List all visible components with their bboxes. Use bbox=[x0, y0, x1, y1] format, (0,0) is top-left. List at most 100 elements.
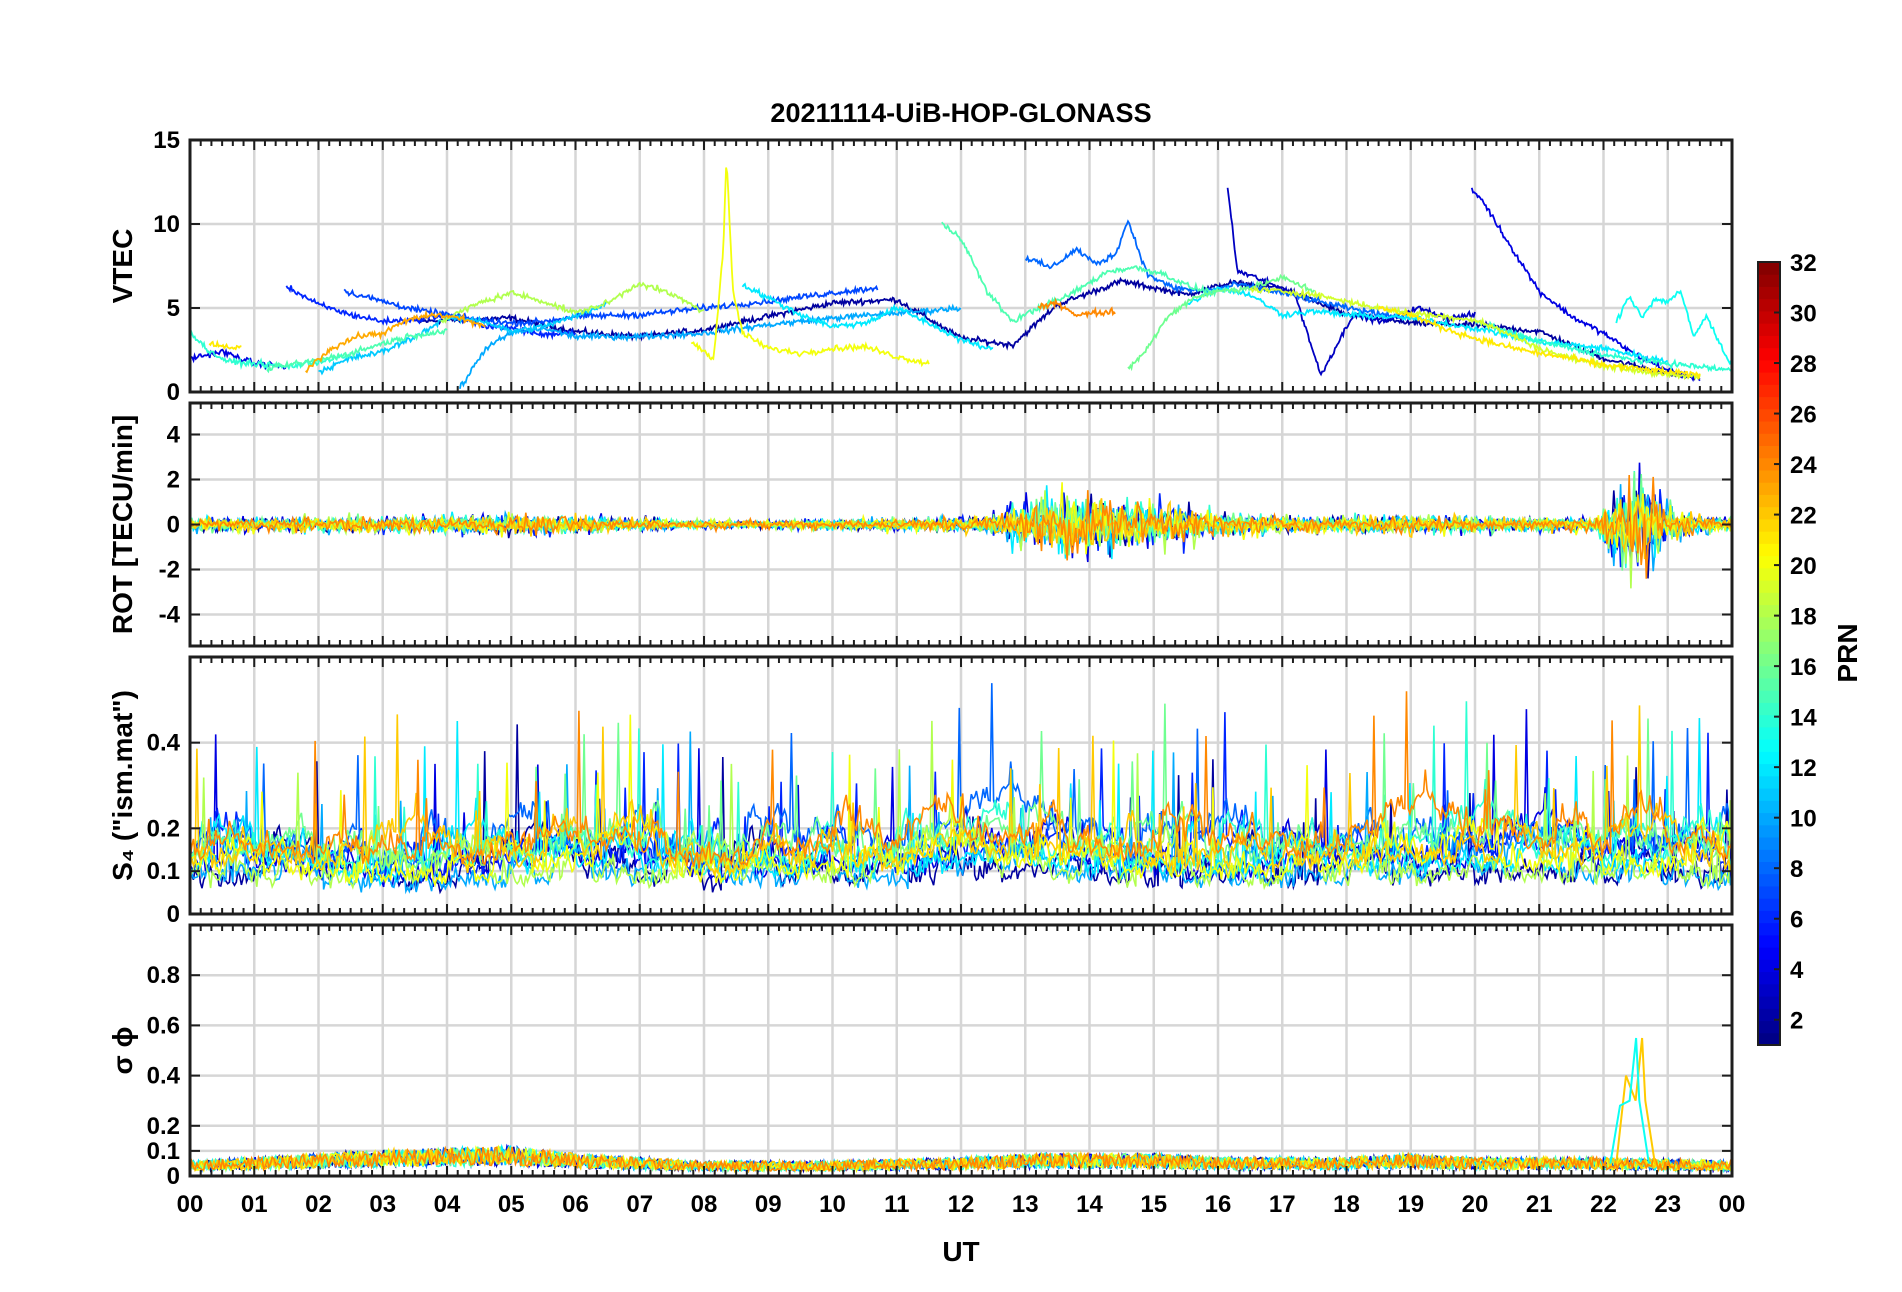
x-tick-label: 21 bbox=[1526, 1191, 1553, 1218]
x-tick-label: 02 bbox=[305, 1191, 332, 1218]
colorbar-swatch bbox=[1758, 531, 1780, 544]
colorbar-swatch bbox=[1758, 310, 1780, 324]
x-tick-label: 18 bbox=[1333, 1191, 1360, 1218]
colorbar-swatch bbox=[1758, 580, 1780, 593]
colorbar-swatch bbox=[1758, 861, 1780, 875]
s4-y-tick-label: 0.4 bbox=[147, 730, 181, 757]
colorbar-swatch bbox=[1758, 910, 1780, 924]
colorbar-swatch bbox=[1758, 1020, 1780, 1034]
s4-y-tick-label: 0.2 bbox=[147, 815, 180, 842]
rot-series-group bbox=[190, 462, 1732, 589]
colorbar-swatch bbox=[1758, 396, 1780, 410]
x-tick-label: 00 bbox=[177, 1191, 204, 1218]
vtec-series-prn-20 bbox=[691, 167, 930, 368]
vtec-series-prn-24 bbox=[1037, 297, 1116, 320]
vtec-y-tick-label: 15 bbox=[153, 127, 180, 154]
vtec-series-prn-15 bbox=[941, 221, 1219, 323]
x-tick-label: 08 bbox=[691, 1191, 718, 1218]
vtec-y-tick-label: 10 bbox=[153, 211, 180, 238]
colorbar-swatch bbox=[1758, 641, 1780, 654]
colorbar-tick-label: 2 bbox=[1790, 1008, 1803, 1035]
vtec-series-prn-13 bbox=[1615, 289, 1732, 370]
colorbar-tick-label: 32 bbox=[1790, 250, 1817, 277]
colorbar-swatch bbox=[1758, 898, 1780, 911]
colorbar-swatch bbox=[1758, 873, 1780, 887]
colorbar-swatch bbox=[1758, 567, 1780, 581]
sigma_phi-y-tick-label: 0.8 bbox=[147, 962, 180, 989]
vtec-series-prn-12 bbox=[1185, 284, 1668, 364]
colorbar-swatch bbox=[1758, 665, 1780, 679]
s4-series-prn-24 bbox=[190, 691, 1732, 869]
colorbar-swatch bbox=[1758, 433, 1780, 447]
colorbar-swatch bbox=[1758, 506, 1780, 520]
colorbar-label: PRN bbox=[1832, 623, 1863, 682]
colorbar-tick-label: 18 bbox=[1790, 604, 1817, 631]
colorbar-swatch bbox=[1758, 335, 1780, 349]
x-tick-label: 06 bbox=[562, 1191, 589, 1218]
colorbar-swatch bbox=[1758, 996, 1780, 1009]
sigma_phi-y-axis-label: σ ϕ bbox=[107, 1027, 138, 1075]
colorbar-swatch bbox=[1758, 518, 1780, 532]
colorbar-swatch bbox=[1758, 555, 1780, 569]
panel-rot: -4 -2 0 2 4 ROT [TECU/min] bbox=[107, 401, 1734, 648]
rot-y-tick-label: 0 bbox=[167, 512, 180, 539]
sigma_phi-y-tick-label: 0.2 bbox=[147, 1113, 180, 1140]
vtec-series-prn-19 bbox=[1249, 285, 1701, 381]
colorbar-swatch bbox=[1758, 677, 1780, 691]
sigma_phi-y-tick-label: 0.4 bbox=[147, 1063, 181, 1090]
colorbar-swatch bbox=[1758, 763, 1780, 777]
rot-y-tick-label: 2 bbox=[167, 467, 180, 494]
x-tick-label: 13 bbox=[1012, 1191, 1039, 1218]
vtec-series-prn-2 bbox=[414, 276, 1701, 381]
colorbar-tick-label: 16 bbox=[1790, 654, 1817, 681]
colorbar-tick-label: 12 bbox=[1790, 755, 1817, 782]
s4-y-tick-label: 0.1 bbox=[147, 858, 180, 885]
sigma_phi-y-tick-label: 0.6 bbox=[147, 1012, 180, 1039]
colorbar-swatch bbox=[1758, 824, 1780, 838]
rot-y-tick-label: -2 bbox=[159, 557, 180, 584]
vtec-y-tick-label: 5 bbox=[167, 295, 180, 322]
colorbar-swatch bbox=[1758, 837, 1780, 850]
colorbar-swatch bbox=[1758, 359, 1780, 373]
x-tick-label: 11 bbox=[884, 1191, 909, 1218]
colorbar-swatch bbox=[1758, 543, 1780, 557]
colorbar-swatch bbox=[1758, 408, 1780, 422]
vtec-series-prn-3 bbox=[1226, 187, 1476, 377]
panel-vtec: 0 5 10 15 VTEC bbox=[107, 127, 1734, 406]
colorbar-swatch bbox=[1758, 457, 1780, 471]
panel-s4: 0 0.1 0.2 0.4 S₄ ("ism.mat") bbox=[107, 655, 1734, 928]
colorbar-tick-label: 6 bbox=[1790, 907, 1803, 934]
rot-y-axis-label: ROT [TECU/min] bbox=[107, 415, 138, 634]
colorbar-tick-label: 14 bbox=[1790, 705, 1817, 732]
x-tick-label: 22 bbox=[1590, 1191, 1617, 1218]
colorbar-swatch bbox=[1758, 616, 1780, 630]
x-tick-label: 19 bbox=[1397, 1191, 1424, 1218]
colorbar-swatch bbox=[1758, 653, 1780, 667]
colorbar-swatch bbox=[1758, 286, 1780, 300]
vtec-series-prn-14 bbox=[190, 328, 352, 371]
sigma_phi-y-tick-label: 0.1 bbox=[147, 1138, 180, 1165]
colorbar-swatch bbox=[1758, 298, 1780, 312]
x-tick-label: 07 bbox=[626, 1191, 653, 1218]
x-tick-label: 03 bbox=[369, 1191, 396, 1218]
vtec-series-prn-21 bbox=[1377, 305, 1701, 381]
colorbar-swatch bbox=[1758, 751, 1780, 765]
x-tick-label: 16 bbox=[1205, 1191, 1232, 1218]
colorbar-swatch bbox=[1758, 739, 1780, 752]
vtec-series-prn-4 bbox=[190, 347, 288, 371]
vtec-y-tick-label: 0 bbox=[167, 379, 180, 406]
colorbar-swatch bbox=[1758, 922, 1780, 936]
colorbar-tick-label: 30 bbox=[1790, 301, 1817, 328]
colorbar-tick-label: 20 bbox=[1790, 553, 1817, 580]
x-tick-label: 09 bbox=[755, 1191, 782, 1218]
x-tick-label: 04 bbox=[434, 1191, 461, 1218]
colorbar-swatch bbox=[1758, 445, 1780, 459]
colorbar-tick-label: 10 bbox=[1790, 806, 1817, 833]
colorbar-swatch bbox=[1758, 800, 1780, 814]
x-tick-label: 17 bbox=[1269, 1191, 1296, 1218]
colorbar-swatch bbox=[1758, 604, 1780, 618]
rot-y-tick-label: 4 bbox=[167, 422, 181, 449]
colorbar-swatch bbox=[1758, 714, 1780, 728]
colorbar-swatch bbox=[1758, 384, 1780, 398]
